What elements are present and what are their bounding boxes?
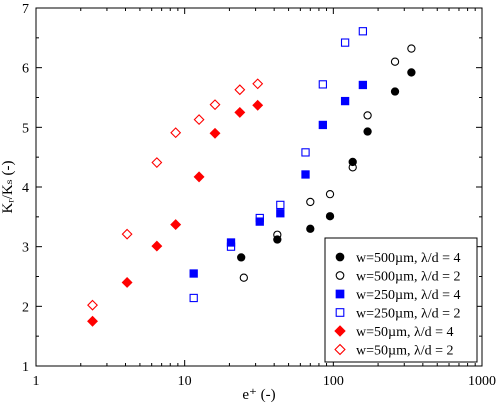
data-point-square — [276, 200, 285, 210]
legend-marker — [335, 308, 345, 317]
data-point-diamond — [151, 157, 163, 168]
data-point-diamond — [151, 240, 163, 252]
legend-marker — [335, 289, 345, 299]
data-point-circle — [325, 190, 335, 199]
x-tick-label: 1 — [33, 374, 40, 389]
legend: w=500µm, λ/d = 4 w=500µm, λ/d = 2 w=250µm,… — [324, 237, 478, 363]
legend-label: w=250µm, λ/d = 4 — [356, 288, 461, 303]
y-tick-label: 4 — [22, 181, 29, 196]
legend-label: w=50µm, λ/d = 2 — [356, 344, 454, 359]
legend-label: w=500µm, λ/d = 2 — [356, 270, 461, 285]
data-point-square — [276, 209, 285, 218]
data-point-circle — [325, 212, 335, 221]
data-point-square — [301, 170, 310, 179]
data-point-circle — [363, 111, 372, 120]
data-point-diamond — [193, 114, 205, 126]
x-axis-title: e⁺ (-) — [242, 387, 275, 403]
data-point-circle — [306, 224, 315, 233]
data-point-square — [358, 27, 368, 36]
data-point-square — [189, 293, 198, 303]
data-point-diamond — [121, 277, 133, 288]
data-point-diamond — [121, 228, 133, 240]
legend-label: w=50µm, λ/d = 4 — [356, 325, 454, 340]
legend-marker — [334, 343, 346, 356]
data-point-circle — [363, 127, 372, 136]
data-point-square — [340, 96, 350, 106]
data-point-diamond — [252, 78, 264, 90]
legend-marker — [335, 252, 345, 262]
data-point-square — [226, 242, 236, 251]
data-point-square — [358, 80, 368, 90]
data-point-circle — [407, 44, 416, 53]
data-point-circle — [237, 253, 246, 262]
data-point-circle — [390, 57, 400, 66]
legend-label: w=250µm, λ/d = 2 — [356, 307, 461, 322]
data-point-circle — [306, 197, 315, 207]
y-axis-title: Kᵣ/Kₛ (-) — [0, 160, 16, 213]
legend-label: w=500µm, λ/d = 4 — [356, 251, 461, 266]
x-tick-label: 1000 — [468, 374, 496, 389]
y-tick-label: 5 — [22, 121, 29, 136]
x-tick-label: 10 — [178, 374, 192, 389]
legend-marker — [334, 325, 346, 337]
data-point-diamond — [234, 106, 246, 118]
y-tick-label: 1 — [22, 360, 29, 375]
data-point-diamond — [252, 99, 264, 111]
data-point-diamond — [193, 171, 205, 183]
y-tick-label: 2 — [22, 300, 29, 315]
data-point-circle — [407, 68, 416, 77]
data-point-square — [226, 238, 236, 247]
data-point-circle — [239, 273, 248, 282]
y-tick-label: 7 — [22, 2, 29, 17]
axis-ticks — [36, 8, 482, 366]
legend-box — [324, 237, 478, 363]
data-point-square — [340, 38, 350, 47]
data-point-square — [255, 213, 264, 223]
data-point-square — [318, 120, 327, 130]
data-point-diamond — [87, 315, 98, 327]
data-point-diamond — [209, 99, 221, 111]
data-point-circle — [348, 163, 357, 172]
data-point-square — [301, 148, 310, 157]
data-point-diamond — [170, 127, 182, 139]
data-point-square — [189, 269, 198, 278]
y-tick-label: 3 — [22, 241, 29, 256]
x-tick-label: 100 — [323, 374, 344, 389]
data-point-circle — [273, 230, 282, 239]
axis-tick-labels: 1 10 100 1000 1 2 3 4 5 6 7 — [22, 2, 496, 389]
data-point-square — [318, 80, 327, 89]
data-point-diamond — [234, 84, 246, 96]
y-tick-label: 6 — [22, 62, 29, 77]
legend-marker — [335, 271, 345, 280]
data-point-circle — [390, 87, 400, 96]
data-point-diamond — [170, 219, 182, 231]
data-points — [87, 27, 416, 327]
data-point-diamond — [209, 127, 221, 139]
data-point-diamond — [87, 299, 98, 311]
